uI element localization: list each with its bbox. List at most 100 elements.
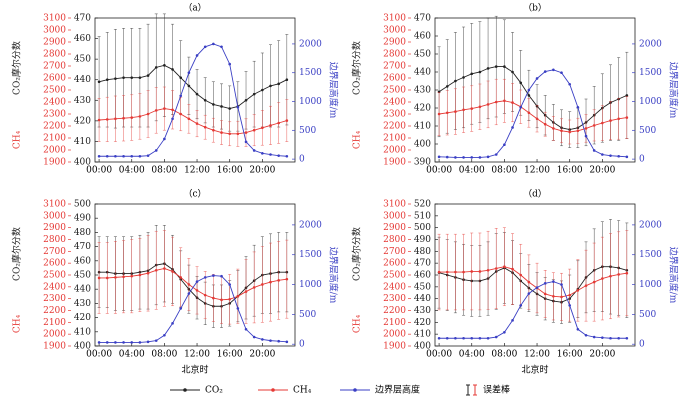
x-axis-label: 北京时 <box>181 364 208 376</box>
y-tick-label: 440 <box>414 294 431 304</box>
x-tick-label: 16:00 <box>557 350 583 360</box>
y-tick-label: 430 <box>74 299 91 309</box>
point <box>138 154 142 158</box>
point <box>97 80 101 84</box>
point <box>163 267 166 270</box>
y3-tick-label: 2700 <box>43 62 66 72</box>
point <box>236 295 240 298</box>
point <box>552 127 555 130</box>
point <box>244 327 248 331</box>
point <box>130 76 134 79</box>
y3-tick-label: 2800 <box>383 50 406 60</box>
y2-tick-label: 1000 <box>639 280 662 290</box>
point <box>220 298 223 302</box>
point <box>122 154 125 158</box>
point <box>486 103 490 106</box>
point <box>625 155 629 159</box>
point <box>454 336 457 340</box>
y2-tick-label: 0 <box>299 340 305 350</box>
y2-tick-label: 1000 <box>639 97 662 107</box>
point <box>478 105 482 109</box>
y-tick-label: 440 <box>74 75 91 85</box>
y2-tick-label: 1500 <box>299 68 322 78</box>
y-tick-label: 460 <box>414 271 431 281</box>
point <box>130 341 134 344</box>
point <box>138 115 142 118</box>
point <box>576 289 580 292</box>
point <box>179 112 183 116</box>
point <box>163 107 166 110</box>
y3-axis-label: CH₄ <box>353 314 363 333</box>
point <box>163 137 166 141</box>
point <box>478 70 482 74</box>
point <box>601 277 604 280</box>
y3-tick-label: 2500 <box>383 86 406 96</box>
series-line <box>99 263 287 307</box>
point <box>195 280 199 283</box>
y3-tick-label: 2100 <box>383 134 406 144</box>
point <box>146 340 150 344</box>
y2-tick-label: 2000 <box>299 220 322 230</box>
point <box>519 273 523 277</box>
series-line <box>438 66 628 131</box>
point <box>462 76 465 79</box>
y2-tick-label: 500 <box>639 310 656 320</box>
y3-tick-label: 2500 <box>43 271 66 281</box>
point <box>146 271 150 275</box>
point <box>187 292 191 295</box>
x-tick-label: 00:00 <box>86 166 112 176</box>
y2-tick-label: 1000 <box>299 97 322 107</box>
x-tick-label: 04:00 <box>119 166 145 176</box>
point <box>220 105 223 108</box>
point <box>228 62 231 66</box>
point <box>527 94 531 97</box>
point <box>171 117 174 121</box>
point <box>236 132 240 136</box>
y-tick-label: 430 <box>414 86 431 96</box>
point <box>97 118 101 122</box>
y3-tick-label: 2900 <box>383 38 406 48</box>
point <box>445 270 449 274</box>
point <box>154 149 158 152</box>
point <box>494 335 498 339</box>
point <box>470 270 474 273</box>
point <box>478 156 482 159</box>
y3-tick-label: 3000 <box>383 26 406 36</box>
y-tick-label: 410 <box>74 137 91 147</box>
point <box>252 92 256 96</box>
y-tick-label: 490 <box>414 235 431 245</box>
y3-tick-label: 2600 <box>383 259 406 269</box>
point <box>560 283 563 286</box>
point <box>454 156 457 159</box>
point <box>552 295 555 298</box>
point <box>146 154 150 157</box>
point <box>269 280 272 284</box>
y2-tick-label: 0 <box>299 155 305 165</box>
y3-tick-label: 1900 <box>383 342 406 352</box>
y3-tick-label: 3100 <box>43 14 66 24</box>
y3-tick-label: 2900 <box>43 38 66 48</box>
y2-tick-label: 500 <box>299 126 316 136</box>
y3-tick-label: 1900 <box>43 158 66 168</box>
y3-tick-label: 2400 <box>43 98 66 108</box>
point <box>617 336 620 340</box>
legend-swatch <box>271 388 275 392</box>
point <box>285 154 289 158</box>
y3-tick-label: 3100 <box>383 14 406 24</box>
point <box>146 74 150 77</box>
y-tick-label: 410 <box>414 330 431 340</box>
point <box>163 333 166 337</box>
point <box>138 76 142 79</box>
point <box>252 149 256 152</box>
panel-title: （b） <box>523 3 547 14</box>
point <box>105 341 109 344</box>
y-tick-label: 430 <box>414 306 431 316</box>
y3-tick-label: 2700 <box>43 247 66 257</box>
point <box>179 76 183 79</box>
point <box>97 276 101 280</box>
point <box>503 143 506 147</box>
point <box>568 82 571 86</box>
y-tick-label: 390 <box>414 158 431 168</box>
point <box>212 42 215 46</box>
y-tick-label: 400 <box>414 342 431 352</box>
